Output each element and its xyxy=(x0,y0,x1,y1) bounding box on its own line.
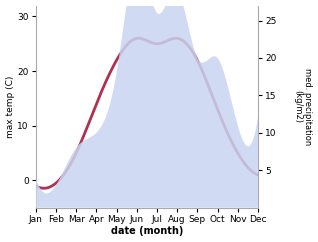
X-axis label: date (month): date (month) xyxy=(111,227,183,236)
Y-axis label: max temp (C): max temp (C) xyxy=(5,76,15,138)
Y-axis label: med. precipitation
(kg/m2): med. precipitation (kg/m2) xyxy=(293,68,313,145)
